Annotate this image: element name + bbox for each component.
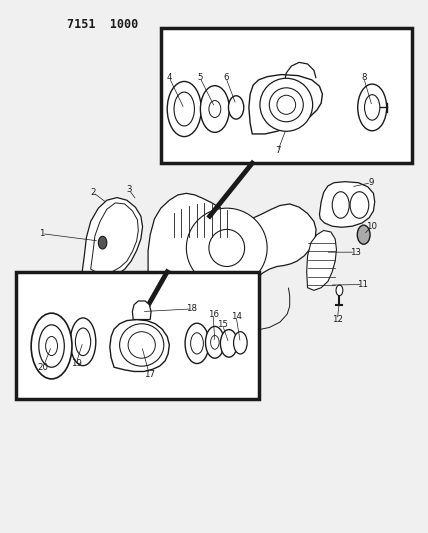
Bar	[16, 272, 259, 399]
Ellipse shape	[128, 332, 155, 358]
Text: 3: 3	[126, 185, 132, 194]
Ellipse shape	[209, 101, 221, 117]
Text: 15: 15	[217, 320, 228, 329]
Ellipse shape	[220, 329, 238, 357]
Text: 5: 5	[197, 73, 203, 82]
Polygon shape	[132, 301, 151, 319]
Text: 12: 12	[332, 315, 343, 324]
Polygon shape	[319, 182, 375, 227]
Ellipse shape	[277, 95, 296, 114]
Ellipse shape	[185, 323, 209, 364]
Text: 17: 17	[144, 370, 155, 379]
Ellipse shape	[70, 318, 96, 366]
Ellipse shape	[260, 78, 312, 131]
Text: 11: 11	[357, 280, 369, 289]
Text: 6: 6	[223, 73, 229, 82]
Ellipse shape	[211, 335, 219, 349]
Ellipse shape	[119, 324, 164, 366]
Text: 8: 8	[361, 73, 366, 82]
Text: 18: 18	[186, 304, 197, 313]
Ellipse shape	[167, 82, 201, 136]
Polygon shape	[307, 230, 336, 290]
Ellipse shape	[205, 326, 224, 358]
Ellipse shape	[209, 229, 245, 266]
Ellipse shape	[234, 332, 247, 354]
Text: 10: 10	[366, 222, 377, 231]
Text: 7151  1000: 7151 1000	[67, 18, 139, 31]
Text: 13: 13	[350, 248, 361, 257]
Text: 20: 20	[38, 363, 48, 372]
Ellipse shape	[75, 328, 91, 356]
Text: 14: 14	[231, 312, 242, 321]
Ellipse shape	[336, 285, 343, 296]
Ellipse shape	[98, 236, 107, 249]
Ellipse shape	[229, 96, 244, 119]
Ellipse shape	[357, 225, 370, 244]
Ellipse shape	[332, 192, 349, 218]
Ellipse shape	[190, 333, 203, 354]
Ellipse shape	[174, 92, 194, 126]
Polygon shape	[148, 193, 316, 303]
Ellipse shape	[358, 84, 386, 131]
Ellipse shape	[46, 336, 57, 356]
Ellipse shape	[39, 325, 64, 367]
Text: 1: 1	[39, 229, 45, 238]
Polygon shape	[91, 203, 138, 273]
Ellipse shape	[365, 95, 380, 120]
Polygon shape	[82, 198, 143, 278]
Polygon shape	[249, 75, 322, 134]
Ellipse shape	[200, 86, 229, 132]
Text: 4: 4	[166, 73, 172, 82]
Ellipse shape	[31, 313, 72, 379]
Text: 19: 19	[71, 359, 82, 367]
Text: 2: 2	[90, 188, 95, 197]
Polygon shape	[110, 319, 169, 372]
Text: 7: 7	[275, 147, 280, 156]
Ellipse shape	[186, 208, 267, 288]
Ellipse shape	[269, 88, 303, 122]
Text: 9: 9	[369, 178, 374, 187]
Bar	[161, 28, 412, 163]
Text: 16: 16	[208, 310, 219, 319]
Ellipse shape	[350, 192, 369, 218]
